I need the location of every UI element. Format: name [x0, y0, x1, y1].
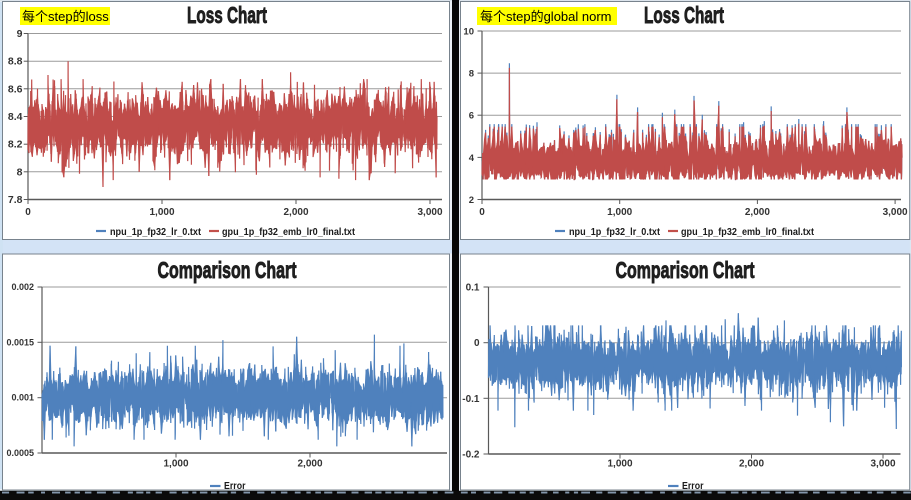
svg-text:9: 9 [17, 28, 23, 40]
svg-text:0.001: 0.001 [11, 393, 34, 403]
svg-text:0: 0 [25, 207, 31, 218]
svg-text:6: 6 [469, 111, 474, 122]
svg-text:npu_1p_fp32_lr_0.txt: npu_1p_fp32_lr_0.txt [569, 227, 661, 238]
svg-text:-0.1: -0.1 [462, 394, 480, 405]
svg-text:10: 10 [463, 27, 474, 38]
svg-text:1,000: 1,000 [163, 459, 188, 470]
svg-text:gpu_1p_fp32_emb_lr0_final.txt: gpu_1p_fp32_emb_lr0_final.txt [222, 227, 356, 238]
svg-text:2,000: 2,000 [739, 459, 764, 470]
svg-text:0.0005: 0.0005 [6, 448, 34, 458]
svg-text:每个step的loss: 每个step的loss [22, 9, 109, 24]
svg-text:1,000: 1,000 [607, 207, 632, 218]
svg-text:3,000: 3,000 [870, 459, 895, 470]
svg-text:0: 0 [474, 338, 480, 349]
svg-text:Comparison Chart: Comparison Chart [616, 257, 755, 283]
svg-text:0.002: 0.002 [11, 282, 34, 292]
svg-text:0: 0 [479, 207, 485, 218]
svg-text:1,000: 1,000 [149, 207, 174, 218]
svg-text:3,000: 3,000 [417, 207, 442, 218]
svg-text:Error: Error [224, 480, 246, 492]
svg-text:2: 2 [469, 195, 474, 206]
svg-text:2,000: 2,000 [297, 459, 322, 470]
svg-text:8.4: 8.4 [8, 111, 23, 123]
svg-text:8.2: 8.2 [8, 139, 23, 151]
svg-text:0.0015: 0.0015 [6, 337, 34, 347]
svg-text:4: 4 [469, 153, 475, 164]
svg-text:8: 8 [17, 166, 23, 178]
svg-text:8.6: 8.6 [8, 83, 23, 95]
svg-text:2,000: 2,000 [283, 207, 308, 218]
svg-text:8: 8 [469, 69, 474, 80]
svg-text:每个step的global norm: 每个step的global norm [480, 9, 612, 24]
svg-text:Loss Chart: Loss Chart [644, 2, 724, 28]
svg-text:1,000: 1,000 [607, 459, 632, 470]
svg-text:7.8: 7.8 [8, 194, 23, 206]
svg-text:Loss Chart: Loss Chart [187, 2, 267, 28]
svg-text:8.8: 8.8 [8, 56, 23, 68]
svg-text:2,000: 2,000 [745, 207, 770, 218]
svg-text:3,000: 3,000 [883, 207, 908, 218]
svg-text:-0.2: -0.2 [462, 450, 480, 461]
svg-text:Comparison Chart: Comparison Chart [158, 257, 297, 283]
svg-text:0.1: 0.1 [466, 283, 480, 294]
svg-text:gpu_1p_fp32_emb_lr0_final.txt: gpu_1p_fp32_emb_lr0_final.txt [681, 227, 815, 238]
svg-text:npu_1p_fp32_lr_0.txt: npu_1p_fp32_lr_0.txt [110, 227, 202, 238]
svg-text:Error: Error [682, 480, 704, 492]
